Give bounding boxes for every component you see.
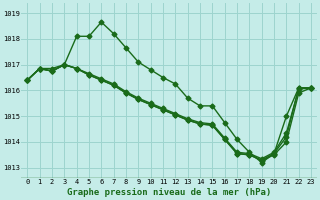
X-axis label: Graphe pression niveau de la mer (hPa): Graphe pression niveau de la mer (hPa)	[67, 188, 271, 197]
